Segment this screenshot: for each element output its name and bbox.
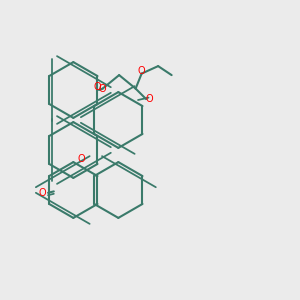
Text: O: O: [138, 66, 146, 76]
Text: O: O: [99, 84, 106, 94]
Text: O: O: [78, 154, 85, 164]
Text: O: O: [93, 82, 101, 92]
Text: O: O: [145, 94, 153, 104]
Text: O: O: [39, 188, 46, 198]
